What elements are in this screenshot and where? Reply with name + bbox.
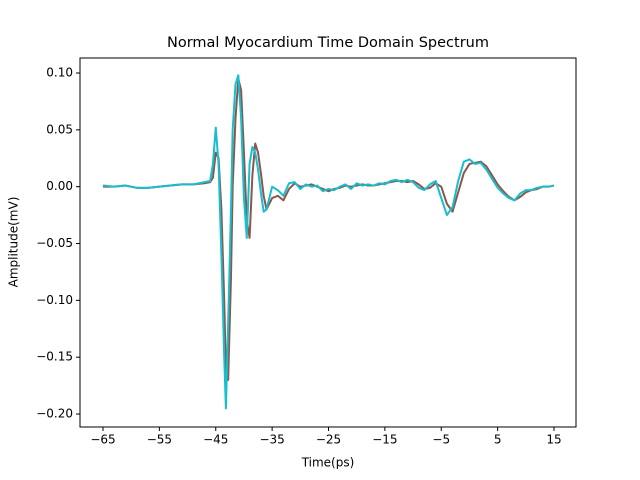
x-tick-label: −45	[203, 433, 228, 447]
y-axis-label: Amplitude(mV)	[7, 197, 21, 288]
x-tick-label: 15	[546, 433, 561, 447]
data-line	[102, 74, 555, 410]
x-tick-label: −55	[147, 433, 172, 447]
x-tick-label: −5	[432, 433, 450, 447]
y-tick-label: −0.10	[36, 293, 73, 307]
chart-title: Normal Myocardium Time Domain Spectrum	[167, 35, 489, 51]
y-tick-label: 0.05	[46, 122, 73, 136]
y-tick-label: −0.20	[36, 407, 73, 421]
x-tick-label: −25	[316, 433, 341, 447]
data-line	[103, 77, 555, 381]
x-axis-label: Time(ps)	[301, 456, 355, 470]
plot-frame	[79, 57, 577, 428]
x-tick-label: −35	[259, 433, 284, 447]
y-tick-label: −0.05	[36, 236, 73, 250]
x-tick-label: −15	[372, 433, 397, 447]
x-tick-label: −65	[90, 433, 115, 447]
y-tick-label: 0.00	[46, 179, 73, 193]
y-tick-label: 0.10	[46, 66, 73, 80]
y-tick-label: −0.15	[36, 350, 73, 364]
x-tick-label: 5	[494, 433, 502, 447]
